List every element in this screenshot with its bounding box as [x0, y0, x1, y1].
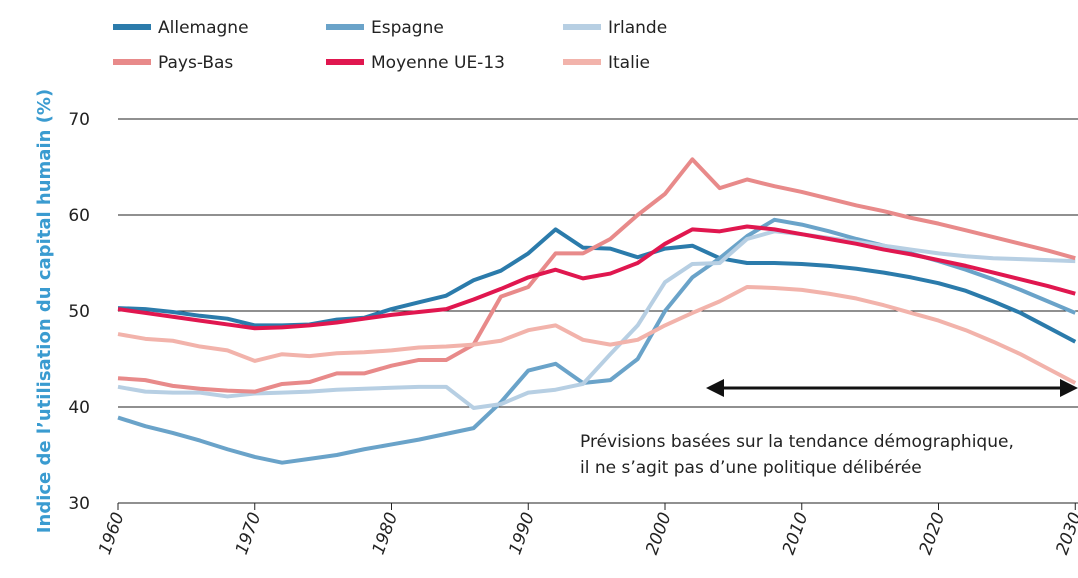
legend-swatch: [563, 24, 601, 30]
legend-label: Pays-Bas: [158, 53, 233, 73]
series-line: [117, 224, 1076, 331]
series-line: [117, 157, 1076, 394]
arrow: [706, 379, 1078, 397]
x-tick-label: 2000: [642, 510, 676, 557]
annotation: Prévisions basées sur la tendance démogr…: [580, 432, 1014, 452]
x-tick-label: 1970: [232, 510, 266, 557]
legend-swatch: [563, 59, 601, 65]
legend-label: Moyenne UE-13: [371, 53, 505, 73]
legend-swatch: [326, 24, 364, 30]
legend-swatch: [326, 59, 364, 65]
x-tick-label: 2030: [1052, 510, 1078, 557]
legend-swatch: [113, 24, 151, 30]
x-tick-label: 2020: [916, 510, 950, 557]
series-line: [117, 285, 1077, 385]
y-tick-label: 70: [68, 110, 90, 130]
x-tick-label: 2010: [779, 510, 813, 557]
x-tick-label: 1960: [95, 510, 129, 557]
annotation: il ne s’agit pas d’une politique délibér…: [580, 458, 922, 478]
legend-label: Espagne: [371, 18, 444, 38]
y-tick-label: 60: [68, 206, 90, 226]
x-tick-label: 1980: [369, 510, 403, 557]
legend-swatch: [113, 59, 151, 65]
legend-label: Irlande: [608, 18, 667, 38]
y-tick-label: 50: [68, 302, 90, 322]
legend-label: Italie: [608, 53, 650, 73]
y-axis-label: Indice de l’utilisation du capital humai…: [34, 89, 55, 533]
legend-label: Allemagne: [158, 18, 249, 38]
series-line: [117, 229, 1076, 410]
y-tick-label: 40: [68, 398, 90, 418]
y-tick-label: 30: [68, 494, 90, 514]
x-tick-label: 1990: [505, 510, 539, 557]
